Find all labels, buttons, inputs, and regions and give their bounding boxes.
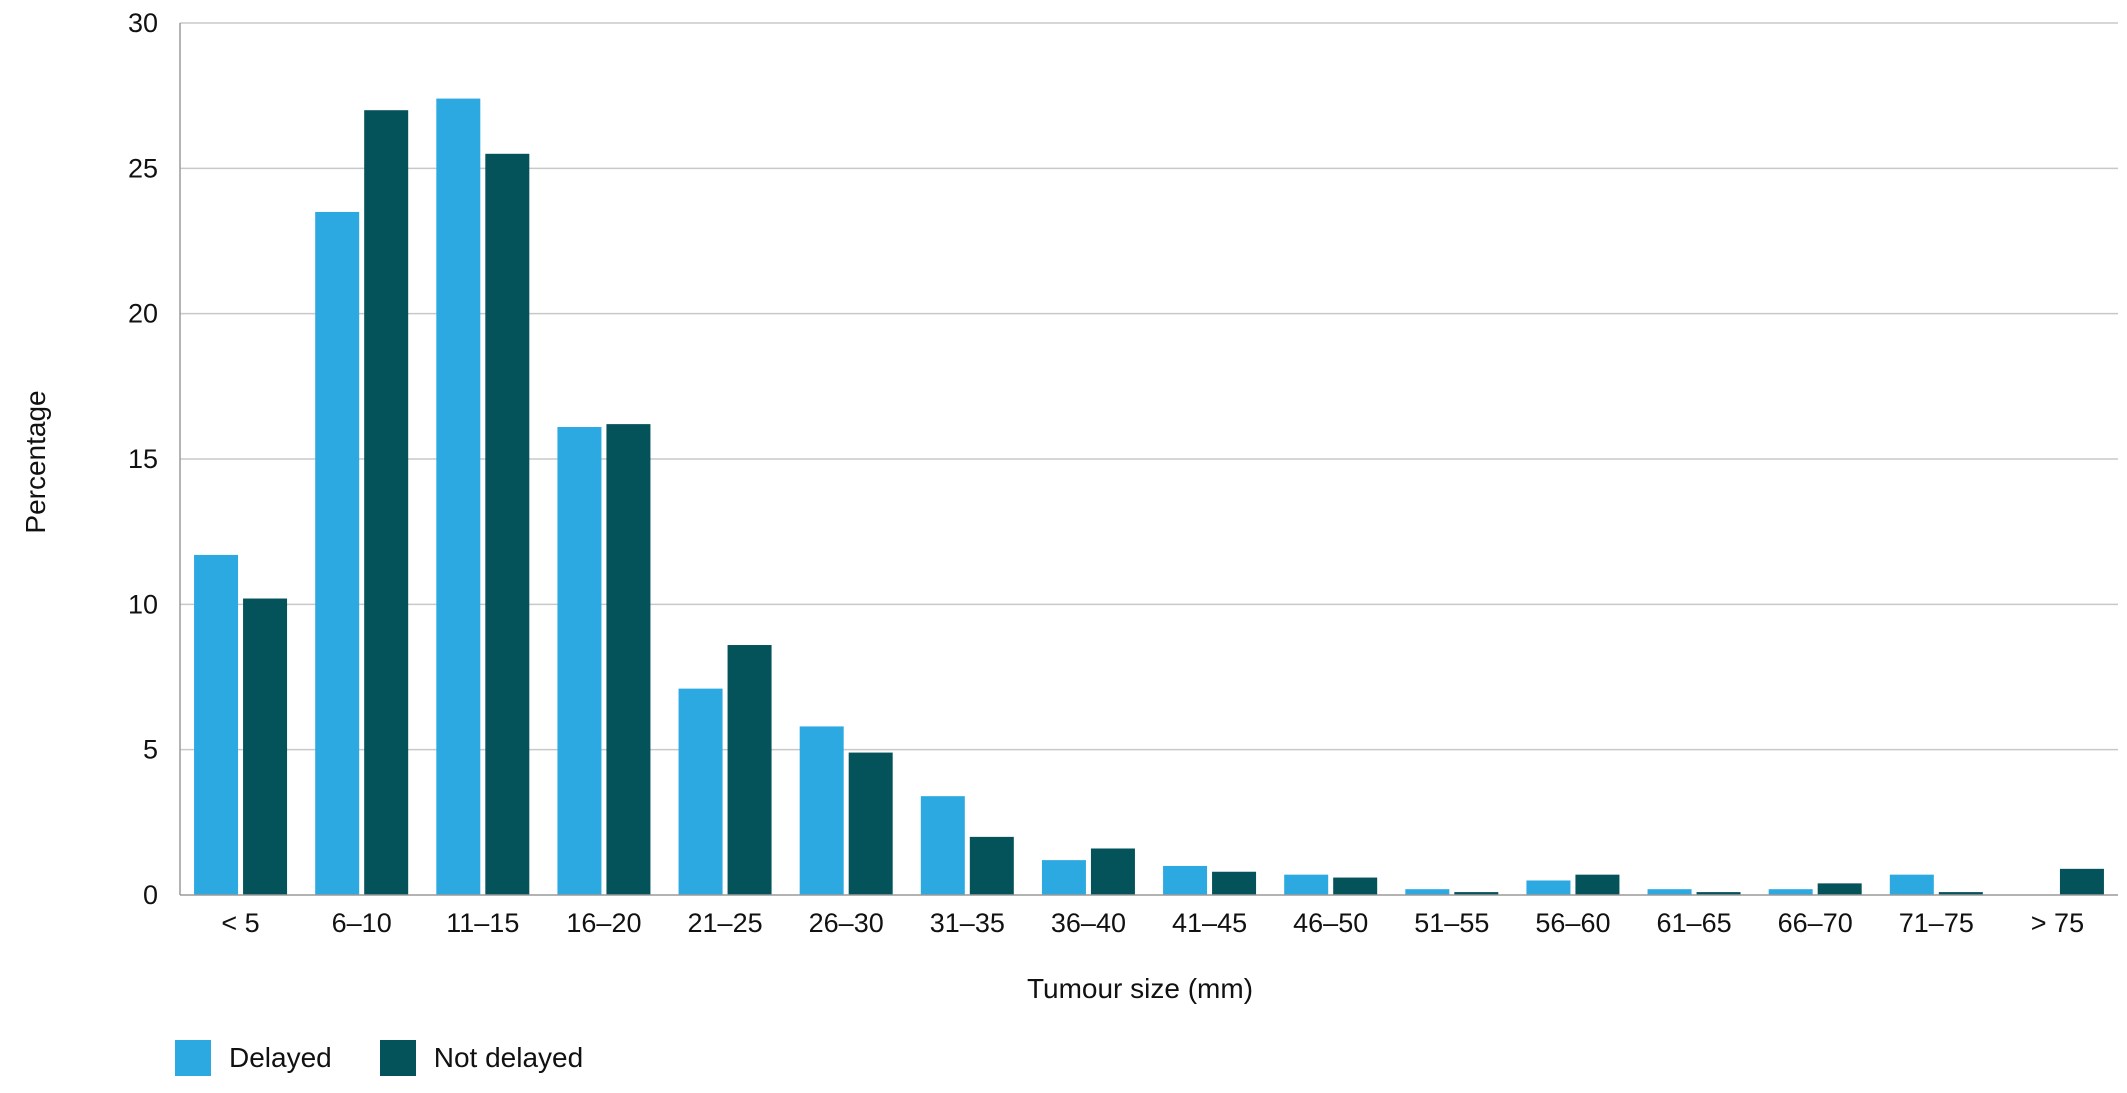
y-tick-label: 20 <box>128 299 158 329</box>
bar-not-delayed <box>1212 871 1257 895</box>
x-tick-label: 41–45 <box>1172 908 1247 938</box>
bar-not-delayed <box>969 836 1014 895</box>
x-axis-ticks: < 5 6–10 11–15 16–20 21–25 26–30 31–35 36–40 41–… <box>221 908 2084 938</box>
x-tick-label: > 75 <box>2031 908 2084 938</box>
y-tick-label: 25 <box>128 153 158 183</box>
bar-not-delayed <box>485 153 530 896</box>
bar-delayed <box>557 427 602 895</box>
x-tick-label: 46–50 <box>1293 908 1368 938</box>
x-tick-label: 11–15 <box>446 908 519 938</box>
bar-not-delayed <box>1575 874 1620 895</box>
legend-swatch-delayed <box>175 1040 211 1076</box>
y-tick-label: 15 <box>128 444 158 474</box>
bar-delayed <box>799 726 844 895</box>
x-tick-label: 31–35 <box>930 908 1005 938</box>
x-tick-label: 26–30 <box>809 908 884 938</box>
x-tick-label: 56–60 <box>1535 908 1610 938</box>
x-tick-label: 61–65 <box>1657 908 1732 938</box>
x-tick-label: 16–20 <box>566 908 641 938</box>
bar-not-delayed <box>606 424 651 895</box>
y-tick-label: 0 <box>143 880 158 910</box>
bar-delayed <box>1041 860 1086 895</box>
bar-not-delayed <box>727 645 772 895</box>
bar-delayed <box>1768 889 1813 895</box>
bar-not-delayed <box>1090 848 1135 895</box>
y-tick-label: 10 <box>128 589 158 619</box>
bar-delayed <box>920 796 965 895</box>
legend-swatch-not-delayed <box>379 1040 416 1076</box>
legend-label-not-delayed: Not delayed <box>433 1042 584 1073</box>
x-tick-label: < 5 <box>221 908 259 938</box>
x-tick-label: 21–25 <box>688 908 763 938</box>
bar-not-delayed <box>1333 877 1378 895</box>
y-tick-label: 5 <box>143 735 158 765</box>
bar-delayed <box>1647 889 1692 895</box>
bar-not-delayed <box>243 598 288 895</box>
y-tick-label: 30 <box>128 8 158 38</box>
y-axis-title: Percentage <box>20 390 51 533</box>
bar-delayed <box>1284 874 1329 895</box>
legend-item-not-delayed: Not delayed <box>379 1040 584 1076</box>
bar-delayed <box>1526 880 1571 895</box>
x-tick-label: 51–55 <box>1414 908 1489 938</box>
legend-item-delayed: Delayed <box>175 1040 332 1076</box>
bar-not-delayed <box>2059 868 2104 895</box>
x-tick-label: 36–40 <box>1051 908 1126 938</box>
bar-not-delayed <box>1938 892 1983 895</box>
bar-delayed <box>1889 874 1934 895</box>
bar-not-delayed <box>848 752 893 895</box>
bar-not-delayed <box>1696 892 1741 895</box>
y-axis-ticks: 0 5 10 15 20 25 30 <box>128 8 158 910</box>
bar-delayed <box>194 554 239 895</box>
legend-label-delayed: Delayed <box>229 1042 332 1073</box>
bar-delayed <box>678 688 723 895</box>
bar-delayed <box>315 211 360 895</box>
bar-delayed <box>1163 865 1208 895</box>
x-tick-label: 66–70 <box>1778 908 1853 938</box>
x-axis-title: Tumour size (mm) <box>1027 973 1253 1004</box>
bar-delayed <box>436 98 481 895</box>
x-tick-label: 6–10 <box>332 908 392 938</box>
bar-not-delayed <box>364 110 409 895</box>
bar-chart: 0 5 10 15 20 25 30 < 5 6–10 11–15 16–20 21–25 26–30… <box>20 8 2118 1004</box>
bar-not-delayed <box>1817 883 1862 895</box>
x-tick-label: 71–75 <box>1899 908 1974 938</box>
bars <box>194 98 2104 896</box>
legend: Delayed Not delayed <box>175 1040 631 1076</box>
bar-not-delayed <box>1454 892 1499 895</box>
bar-delayed <box>1405 889 1450 895</box>
